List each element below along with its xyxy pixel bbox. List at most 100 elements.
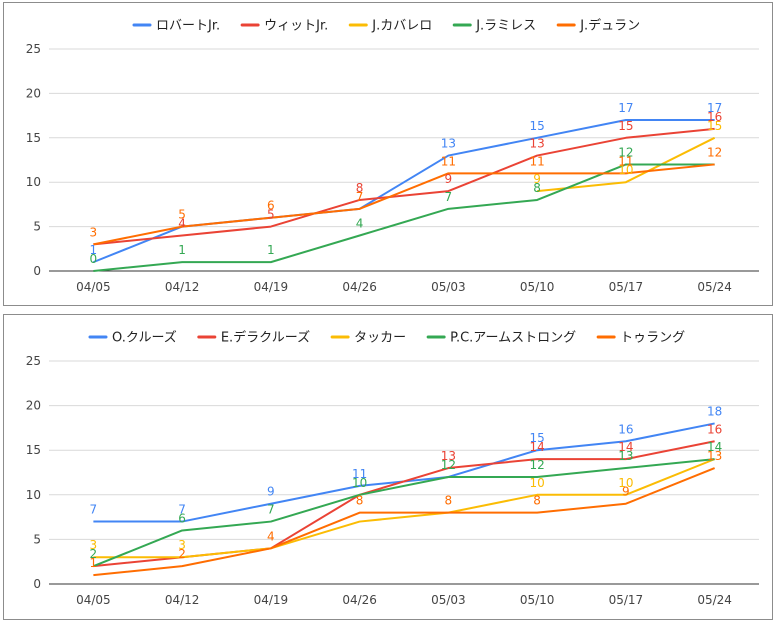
data-label: 0 — [90, 252, 98, 266]
legend-label: ウィットJr. — [264, 19, 328, 34]
data-label: 15 — [618, 119, 633, 133]
data-label: 4 — [178, 216, 186, 230]
legend-label: O.クルーズ — [112, 330, 177, 346]
y-tick-label: 25 — [26, 354, 41, 368]
data-label: 8 — [533, 494, 541, 508]
data-label: 10 — [352, 476, 367, 490]
legend-item[interactable]: J.カバレロ — [348, 19, 432, 34]
data-label: 14 — [707, 440, 722, 454]
data-label: 6 — [178, 511, 186, 525]
chart-panel-2: 0 5 10 15 20 25 04/05 04/12 04/19 04/26 05/03 05/10… — [3, 314, 773, 620]
y-tick-label: 15 — [26, 131, 41, 145]
data-label: 14 — [529, 440, 544, 454]
series-line — [93, 127, 715, 246]
data-label: 7 — [90, 503, 98, 517]
legend-item[interactable]: トゥラング — [596, 331, 685, 346]
data-label: 7 — [267, 503, 275, 517]
legend-label: J.デュラン — [579, 18, 640, 34]
series-line — [93, 458, 715, 559]
x-tick-label: 05/17 — [609, 280, 644, 294]
data-label: 16 — [618, 422, 633, 436]
data-label: 15 — [529, 431, 544, 445]
y-tick-label: 20 — [26, 399, 41, 413]
data-label: 17 — [618, 101, 633, 115]
x-tick-label: 05/17 — [609, 593, 644, 607]
legend-item[interactable]: J.デュラン — [556, 18, 640, 34]
legend-item[interactable]: ウィットJr. — [240, 19, 328, 34]
legend-label: ロバートJr. — [156, 19, 220, 34]
x-tick-label: 05/03 — [431, 593, 466, 607]
legend-item[interactable]: O.クルーズ — [88, 330, 177, 346]
series-line — [93, 467, 715, 577]
data-label: 4 — [356, 216, 364, 230]
data-label: 15 — [529, 119, 544, 133]
y-tick-label: 10 — [26, 488, 41, 502]
data-label: 9 — [445, 172, 453, 186]
data-label: 10 — [618, 163, 633, 177]
data-label: 12 — [441, 458, 456, 472]
data-label: 9 — [622, 485, 630, 499]
x-tick-label: 05/03 — [431, 280, 466, 294]
data-label: 3 — [90, 225, 98, 239]
data-label: 11 — [618, 154, 633, 168]
data-label: 8 — [356, 181, 364, 195]
x-tick-label: 04/12 — [165, 280, 200, 294]
y-tick-label: 20 — [26, 86, 41, 100]
data-label: 12 — [707, 145, 722, 159]
data-label: 13 — [707, 449, 722, 463]
legend-label: P.C.アームストロング — [450, 331, 576, 346]
data-label: 1 — [90, 243, 98, 257]
x-tick-label: 04/05 — [76, 593, 111, 607]
legend-item[interactable]: ロバートJr. — [132, 19, 220, 34]
data-label: 12 — [618, 145, 633, 159]
data-label: 8 — [445, 494, 453, 508]
y-tick-label: 0 — [33, 264, 41, 278]
x-tick-label: 04/19 — [254, 593, 289, 607]
data-label: 4 — [267, 529, 275, 543]
y-tick-label: 10 — [26, 175, 41, 189]
data-label: 11 — [529, 154, 544, 168]
data-label: 12 — [529, 458, 544, 472]
data-label: 3 — [178, 538, 186, 552]
data-label: 13 — [441, 449, 456, 463]
data-label: 3 — [90, 538, 98, 552]
series-line — [93, 163, 715, 272]
y-tick-label: 15 — [26, 443, 41, 457]
legend-label: J.カバレロ — [371, 19, 432, 34]
data-label: 6 — [267, 199, 275, 213]
data-label: 8 — [533, 181, 541, 195]
data-label: 13 — [529, 137, 544, 151]
series-line — [93, 422, 715, 523]
data-label: 10 — [529, 476, 544, 490]
series-line — [93, 458, 715, 568]
data-label: 14 — [618, 440, 633, 454]
x-tick-label: 04/12 — [165, 593, 200, 607]
legend-item[interactable]: J.ラミレス — [452, 19, 536, 34]
data-label: 16 — [707, 110, 722, 124]
data-label: 7 — [178, 503, 186, 517]
legend-item[interactable]: P.C.アームストロング — [426, 331, 576, 346]
x-tick-label: 05/24 — [697, 593, 732, 607]
y-tick-label: 25 — [26, 42, 41, 56]
x-tick-label: 04/26 — [342, 280, 377, 294]
x-tick-label: 04/05 — [76, 280, 111, 294]
legend-item[interactable]: タッカー — [330, 331, 406, 346]
x-tick-label: 05/24 — [697, 280, 732, 294]
data-label: 13 — [441, 137, 456, 151]
legend-label: J.ラミレス — [475, 19, 536, 34]
data-label: 1 — [90, 556, 98, 570]
y-tick-label: 0 — [33, 577, 41, 591]
data-label: 10 — [618, 476, 633, 490]
x-tick-label: 05/10 — [520, 280, 555, 294]
data-label: 1 — [178, 243, 186, 257]
legend-item[interactable]: E.デラクルーズ — [197, 330, 310, 346]
legend-label: E.デラクルーズ — [221, 330, 310, 346]
data-label: 8 — [356, 494, 364, 508]
data-label: 7 — [445, 190, 453, 204]
legend-label: タッカー — [354, 331, 406, 346]
data-label: 17 — [707, 101, 722, 115]
data-label: 9 — [533, 172, 541, 186]
chart-panel-1: 0 5 10 15 20 25 04/05 04/12 04/19 04/26 05/03 05/10… — [3, 2, 773, 306]
data-label: 16 — [707, 422, 722, 436]
